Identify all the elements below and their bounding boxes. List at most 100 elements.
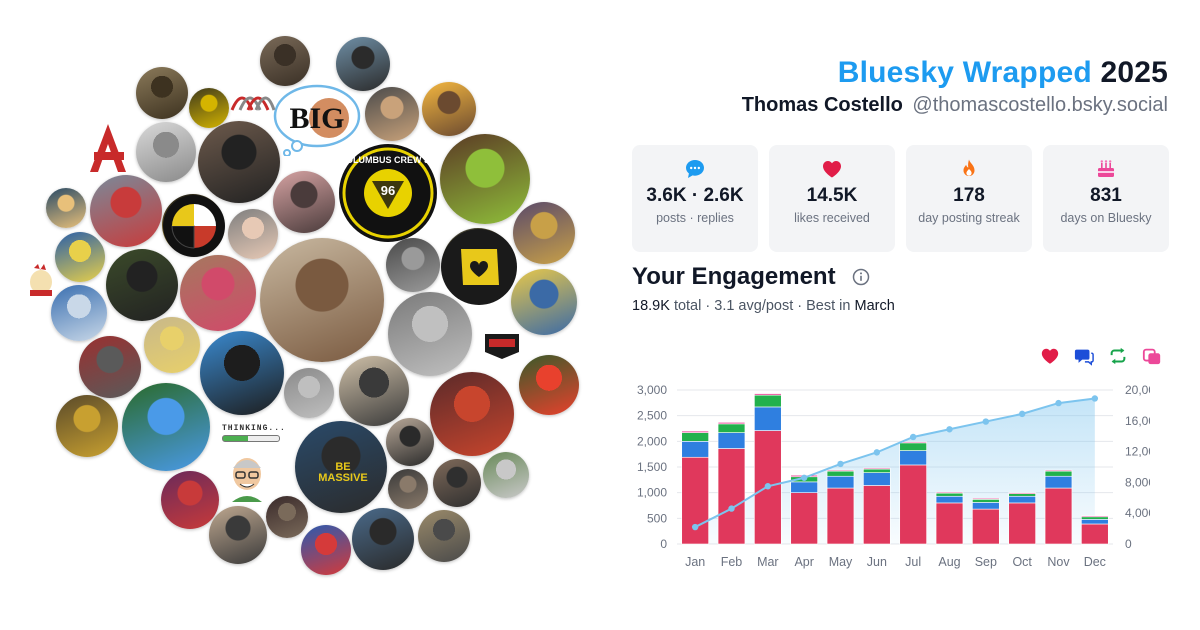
wrapped-header: Bluesky Wrapped 2025 Thomas Costello @th… [742, 56, 1168, 117]
user-avatar [386, 418, 434, 466]
x-tick-label: May [829, 555, 853, 569]
bar-segment [681, 430, 709, 433]
cumulative-point [873, 449, 881, 456]
cumulative-point [837, 460, 844, 468]
bar-segment [790, 492, 818, 545]
stat-value: 178 [953, 185, 985, 206]
user-avatar [161, 471, 219, 529]
cumulative-point [691, 523, 699, 531]
thinking-indicator: THINKING... [222, 424, 288, 444]
bar-segment [1008, 493, 1036, 497]
engagement-total-label: total [673, 298, 702, 314]
bar-segment [972, 498, 1000, 500]
user-avatar [513, 202, 575, 264]
stat-value: 831 [1090, 185, 1122, 206]
bar-segment [935, 502, 964, 545]
bar-segment [863, 467, 891, 470]
be-massive-text: BE MASSIVE [318, 461, 368, 484]
bar-segment [1044, 470, 1073, 477]
ohio-shield-logo [483, 332, 521, 360]
info-icon[interactable] [852, 268, 870, 291]
y-tick-label-right: 0 [1125, 537, 1132, 551]
x-tick-label: Dec [1084, 555, 1106, 569]
cumulative-point [1091, 395, 1099, 402]
bar-segment [1081, 519, 1109, 525]
brand-title: Bluesky Wrapped [837, 56, 1092, 89]
user-avatar [433, 459, 481, 507]
user-avatar [352, 508, 414, 570]
user-avatar [136, 67, 188, 119]
cumulative-point [982, 418, 990, 425]
user-avatar [144, 317, 200, 373]
x-tick-label: Jun [867, 555, 887, 569]
bar-segment [717, 432, 746, 449]
y-tick-label-left: 2,000 [637, 434, 667, 448]
bar-segment [1044, 475, 1073, 489]
user-avatar [46, 188, 86, 228]
year-title: 2025 [1100, 56, 1168, 89]
badge-number: 96 [381, 183, 395, 198]
user-avatar [336, 37, 390, 91]
speech-bubble-icon [632, 158, 758, 180]
avatar-cloud: BIG 96 COLUMBUS CREW SC THINKING... BE MASSI… [30, 36, 579, 575]
user-avatar [51, 285, 107, 341]
user-avatar [295, 421, 387, 513]
bar-segment [899, 464, 927, 545]
user-avatar [273, 171, 335, 233]
y-tick-label-right: 8,000 [1125, 475, 1150, 489]
thinking-label: THINKING... [222, 424, 286, 433]
cumulative-line [694, 397, 1095, 528]
repost-icon [1108, 346, 1128, 366]
bar-segment [826, 475, 855, 489]
bar-segment [899, 450, 927, 466]
cumulative-point [800, 474, 808, 481]
bar-segment [863, 472, 891, 486]
user-avatar [266, 496, 308, 538]
quote-icon [1142, 346, 1162, 366]
bar-segment [754, 406, 782, 431]
user-avatar [56, 395, 118, 457]
user-avatar [511, 269, 577, 335]
y-tick-label-right: 4,000 [1125, 506, 1150, 520]
y-tick-label-right: 20,000 [1125, 383, 1150, 397]
bar-segment [899, 442, 927, 451]
engagement-summary: 18.9K total · 3.1 avg/post · Best in Mar… [632, 298, 895, 314]
y-tick-label-left: 3,000 [637, 383, 667, 397]
user-avatar [260, 238, 384, 362]
engagement-average: 3.1 avg/post [714, 298, 794, 314]
user-avatar [228, 209, 278, 259]
thinking-progress-bar [222, 435, 280, 442]
user-avatar [79, 336, 141, 398]
bar-segment [681, 441, 709, 458]
bar-segment [972, 502, 1000, 510]
x-tick-label: Jan [685, 555, 705, 569]
y-tick-label-left: 0 [660, 537, 667, 551]
bar-segment [935, 495, 964, 504]
bar-segment [935, 491, 964, 494]
y-tick-label-left: 500 [647, 511, 667, 525]
cumulative-point [764, 483, 772, 490]
x-tick-label: Feb [721, 555, 743, 569]
user-avatar [180, 255, 256, 331]
user-avatar [418, 510, 470, 562]
reply-icon [1074, 346, 1094, 366]
x-tick-label: Sep [975, 555, 997, 569]
memoji-avatar [226, 452, 268, 502]
engagement-chart: 0 500 1,000 1,500 2,000 2,500 3,000 0 4,000 8,000… [637, 383, 1150, 569]
x-tick-label: Mar [757, 555, 779, 569]
y-tick-label-left: 2,500 [637, 409, 667, 423]
flame-icon [906, 158, 1032, 180]
user-avatar [90, 175, 162, 247]
bar-segment [681, 456, 709, 545]
engagement-total: 18.9K [632, 298, 670, 314]
stat-label: day posting streak [918, 211, 1020, 225]
cumulative-point [909, 433, 917, 441]
cumulative-point [728, 505, 735, 512]
bar-segment [1008, 495, 1036, 504]
display-name: Thomas Costello [741, 94, 903, 116]
bar-segment [717, 448, 746, 545]
stat-value: 3.6K · 2.6K [646, 185, 744, 206]
user-avatar [440, 134, 530, 224]
user-avatar [122, 383, 210, 471]
chart-legend [1040, 346, 1162, 366]
